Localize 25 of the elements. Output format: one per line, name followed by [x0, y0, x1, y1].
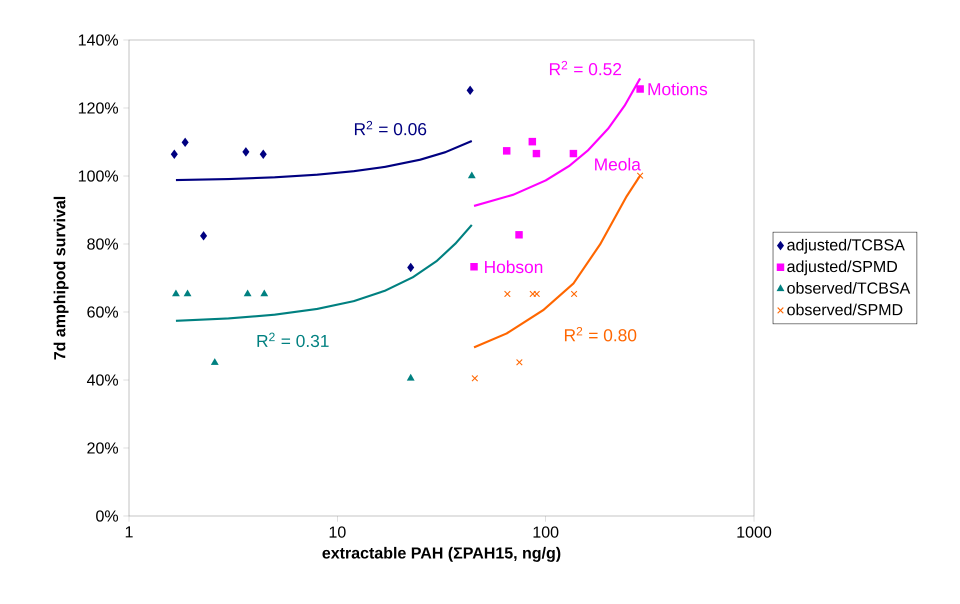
- annotation: Hobson: [485, 260, 542, 274]
- legend-label: observed/SPMD: [787, 304, 902, 316]
- y-axis-title: 7d amphipod survival: [54, 196, 69, 360]
- annotation: Meola: [595, 158, 641, 171]
- legend-label: observed/TCBSA: [787, 282, 910, 294]
- legend-label: adjusted/SPMD: [787, 260, 898, 276]
- y-tick-label: 60%: [87, 306, 118, 318]
- x-axis-title: extractable PAH (ΣPAH15, ng/g): [322, 546, 560, 562]
- y-tick-label: 40%: [86, 374, 118, 386]
- y-tick-label: 120%: [78, 102, 118, 114]
- y-tick-label: 140%: [78, 34, 118, 46]
- annotation: Motions: [648, 82, 708, 96]
- annotation: R$^{2}$ = 0.06: [354, 120, 426, 136]
- x-tick-label: 1: [126, 526, 133, 538]
- y-tick-label: 0%: [96, 510, 118, 522]
- annotation: R$^{2}$ = 0.80: [564, 326, 636, 342]
- annotation: R$^{2}$ = 0.52: [550, 60, 622, 76]
- x-tick-label: 1000: [737, 526, 772, 538]
- y-tick-label: 80%: [87, 238, 118, 250]
- y-tick-label: 100%: [78, 170, 118, 182]
- x-tick-label: 10: [330, 526, 346, 538]
- annotation: R$^{2}$ = 0.31: [257, 332, 329, 348]
- x-tick-label: 100: [534, 526, 558, 538]
- legend-label: adjusted/TCBSA: [787, 238, 905, 254]
- y-tick-label: 20%: [87, 442, 118, 454]
